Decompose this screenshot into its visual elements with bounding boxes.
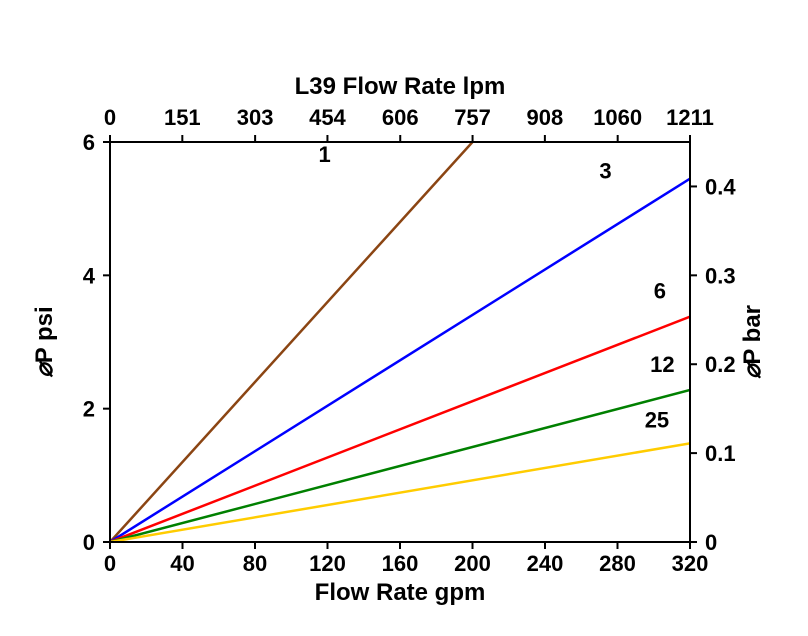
x-top-tick-label: 0 [104, 105, 116, 130]
x-top-tick-label: 454 [309, 105, 346, 130]
y-right-tick-label: 0.3 [705, 263, 736, 288]
x-top-tick-label: 606 [382, 105, 419, 130]
x-bottom-tick-label: 80 [243, 551, 267, 576]
pressure-vs-flow-chart: L39 Flow Rate lpm Flow Rate gpm ⌀P psi ⌀… [0, 0, 808, 636]
series-label-6: 6 [654, 279, 666, 304]
x-bottom-tick-label: 40 [170, 551, 194, 576]
y-right-tick-label: 0.1 [705, 441, 736, 466]
x-top-tick-label: 303 [237, 105, 274, 130]
series-label-3: 3 [599, 159, 611, 184]
x-bottom-tick-label: 320 [672, 551, 709, 576]
x-top-tick-label: 1060 [593, 105, 642, 130]
left-axis-title: ⌀P psi [31, 306, 58, 377]
x-bottom-tick-label: 0 [104, 551, 116, 576]
right-axis-title: ⌀P bar [739, 305, 766, 379]
y-left-tick-label: 4 [83, 263, 96, 288]
bottom-axis-title: Flow Rate gpm [315, 579, 486, 606]
y-right-tick-label: 0.4 [705, 174, 736, 199]
y-left-tick-label: 0 [83, 530, 95, 555]
series-label-1: 1 [318, 142, 330, 167]
x-bottom-tick-label: 280 [599, 551, 636, 576]
y-left-tick-label: 2 [83, 397, 95, 422]
x-bottom-tick-label: 120 [309, 551, 346, 576]
y-right-tick-label: 0.2 [705, 352, 736, 377]
y-left-tick-label: 6 [83, 130, 95, 155]
x-top-tick-label: 151 [164, 105, 201, 130]
x-bottom-tick-label: 160 [382, 551, 419, 576]
x-top-tick-label: 757 [454, 105, 491, 130]
series-label-12: 12 [650, 352, 674, 377]
x-top-tick-label: 1211 [666, 105, 714, 130]
x-top-tick-label: 908 [527, 105, 564, 130]
y-right-tick-label: 0 [705, 530, 717, 555]
series-label-25: 25 [645, 407, 669, 432]
top-axis-title: L39 Flow Rate lpm [295, 73, 506, 100]
x-bottom-tick-label: 240 [527, 551, 564, 576]
x-bottom-tick-label: 200 [454, 551, 491, 576]
